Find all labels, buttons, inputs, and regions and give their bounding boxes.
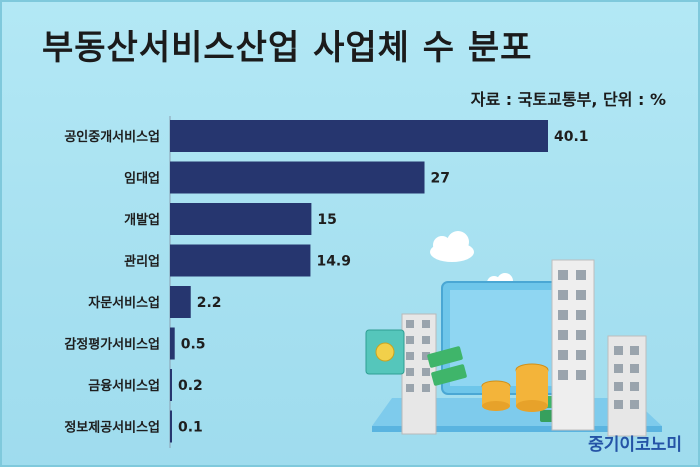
bar	[170, 286, 191, 318]
category-label: 금융서비스업	[88, 378, 160, 394]
data-label: 27	[431, 171, 450, 187]
category-label: 감정평가서비스업	[64, 337, 160, 353]
coin-stack-icon	[481, 363, 549, 412]
bar	[170, 327, 175, 360]
category-label: 공인중개서비스업	[64, 129, 160, 145]
data-label: 14.9	[316, 254, 351, 270]
bar	[170, 161, 425, 194]
category-label: 개발업	[124, 212, 160, 228]
data-label: 2.2	[197, 295, 222, 311]
data-label: 0.5	[181, 337, 206, 353]
data-label: 15	[317, 212, 336, 228]
data-label: 0.1	[178, 420, 203, 436]
brand-logo-text: 중기이코노미	[588, 435, 682, 455]
bar	[170, 203, 312, 235]
bar	[170, 244, 311, 277]
cloud-icon	[430, 231, 474, 262]
safe-icon	[365, 329, 405, 375]
source-note: 자료 : 국토교통부, 단위 : %	[470, 90, 666, 109]
real-estate-illustration	[365, 231, 662, 437]
category-label: 임대업	[124, 172, 160, 187]
category-label: 관리업	[124, 254, 160, 270]
building-icon	[607, 335, 647, 437]
bar	[170, 120, 548, 152]
data-label: 0.2	[178, 378, 203, 394]
data-label: 40.1	[554, 129, 589, 145]
bar	[170, 410, 172, 443]
building-icon	[401, 313, 437, 435]
bar	[170, 369, 172, 401]
category-label: 자문서비스업	[88, 296, 160, 311]
chart-title: 부동산서비스산업 사업체 수 분포	[42, 28, 533, 68]
building-icon	[551, 259, 595, 431]
category-label: 정보제공서비스업	[64, 420, 160, 436]
